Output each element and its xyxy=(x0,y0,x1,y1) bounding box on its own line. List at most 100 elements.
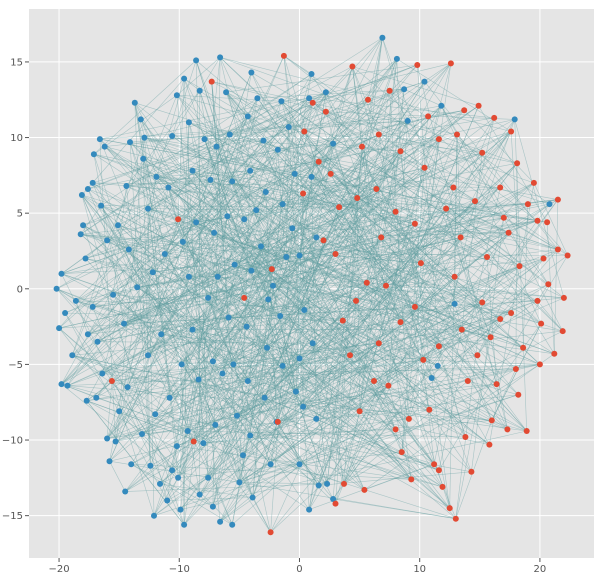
graph-edge xyxy=(212,223,416,507)
graph-edge xyxy=(401,187,454,453)
graph-node xyxy=(484,254,490,260)
graph-edge xyxy=(82,225,300,465)
graph-edge xyxy=(81,194,251,436)
graph-edge xyxy=(233,364,443,488)
graph-edge xyxy=(102,120,408,374)
graph-edge xyxy=(125,424,216,492)
graph-edge xyxy=(304,131,483,153)
y-tick-label: −10 xyxy=(2,436,23,447)
graph-edge xyxy=(115,365,283,442)
graph-edge xyxy=(67,98,310,386)
graph-node xyxy=(386,87,393,94)
graph-edge xyxy=(159,483,253,498)
graph-node xyxy=(475,102,482,109)
graph-edge xyxy=(250,435,319,486)
graph-node xyxy=(322,89,329,96)
graph-edge xyxy=(299,92,327,256)
graph-edge xyxy=(188,122,340,208)
graph-node xyxy=(124,384,131,391)
graph-node xyxy=(229,178,236,185)
graph-edge xyxy=(72,140,264,356)
graph-edge xyxy=(111,342,379,382)
graph-edge xyxy=(134,102,144,159)
graph-node xyxy=(398,449,405,456)
graph-edge xyxy=(106,116,429,241)
graph-edge xyxy=(318,161,542,324)
graph-node xyxy=(181,521,188,528)
graph-edge xyxy=(216,105,442,147)
graph-node xyxy=(93,394,100,401)
graph-edge xyxy=(236,163,518,417)
graph-edge xyxy=(211,81,509,234)
graph-edge xyxy=(249,149,279,436)
graph-edge xyxy=(514,119,565,298)
graph-edge xyxy=(183,237,461,525)
graph-edge xyxy=(299,255,345,484)
graph-node xyxy=(524,201,531,208)
graph-edge xyxy=(246,297,564,327)
graph-node xyxy=(260,137,267,144)
graph-edge xyxy=(359,89,405,412)
graph-edge xyxy=(195,221,379,344)
graph-edge xyxy=(111,380,155,516)
graph-edge xyxy=(239,346,440,483)
graph-edge xyxy=(308,276,455,510)
graph-edge xyxy=(85,167,425,259)
graph-node xyxy=(217,54,224,61)
graph-edge xyxy=(72,191,266,356)
graph-edge xyxy=(233,329,462,365)
graph-edge xyxy=(496,323,542,385)
graph-edge xyxy=(378,342,438,367)
graph-edge xyxy=(198,379,216,426)
graph-node xyxy=(472,198,478,205)
graph-edge xyxy=(153,394,519,516)
graph-edge xyxy=(216,97,310,147)
graph-edge xyxy=(169,81,425,398)
graph-edge xyxy=(176,94,462,330)
graph-edge xyxy=(125,187,501,492)
graph-edge xyxy=(198,63,452,380)
graph-node xyxy=(426,406,433,413)
graph-edge xyxy=(367,81,425,100)
graph-edge xyxy=(80,73,312,235)
graph-edge xyxy=(272,143,334,286)
graph-edge xyxy=(385,119,515,286)
graph-edge xyxy=(180,430,527,510)
graph-edge xyxy=(325,92,422,264)
graph-node xyxy=(438,102,445,109)
graph-edge xyxy=(176,95,440,471)
graph-edge xyxy=(455,337,491,519)
graph-edge xyxy=(86,400,240,483)
graph-edge xyxy=(159,424,216,485)
graph-node xyxy=(98,202,105,209)
graph-edge xyxy=(134,102,412,480)
graph-edge xyxy=(332,203,550,500)
graph-node xyxy=(359,143,365,150)
graph-edge xyxy=(265,191,527,432)
graph-edge xyxy=(176,94,267,193)
graph-node xyxy=(165,184,172,191)
graph-edge xyxy=(385,256,488,287)
graph-edge xyxy=(75,203,550,302)
graph-edge xyxy=(456,134,568,256)
graph-edge xyxy=(140,119,412,480)
graph-edge xyxy=(123,300,538,324)
graph-edge xyxy=(87,334,200,495)
graph-edge xyxy=(152,220,538,273)
graph-edge xyxy=(263,140,402,453)
graph-edge xyxy=(192,170,435,465)
graph-edge xyxy=(97,285,387,342)
graph-node xyxy=(53,285,60,292)
graph-node xyxy=(546,201,553,208)
graph-edge xyxy=(192,170,273,270)
graph-edge xyxy=(92,217,504,308)
graph-edge xyxy=(81,194,435,465)
graph-edge xyxy=(127,326,247,388)
graph-edge xyxy=(210,179,387,287)
graph-edge xyxy=(417,64,508,430)
graph-edge xyxy=(461,152,483,330)
graph-edge xyxy=(56,288,194,442)
graph-edge xyxy=(195,221,497,385)
graph-node xyxy=(268,266,275,273)
graph-node xyxy=(141,134,148,141)
